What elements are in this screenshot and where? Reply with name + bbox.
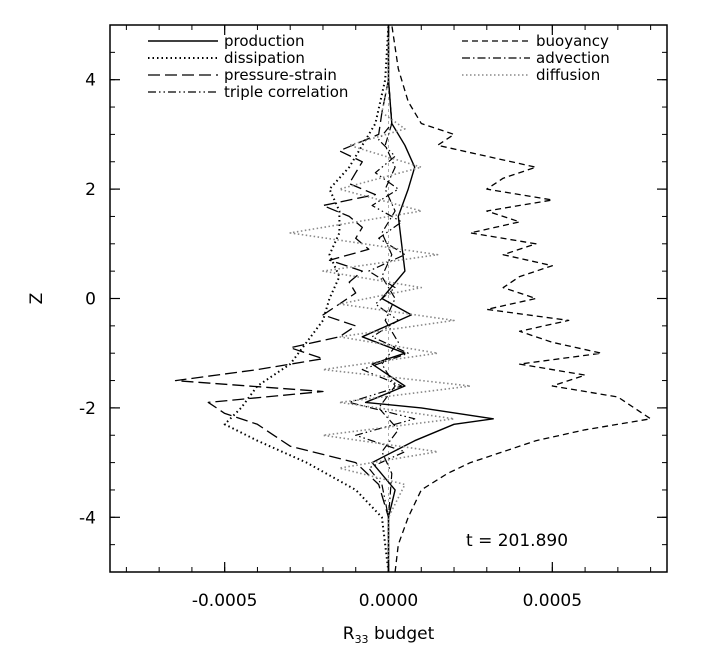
axes: -0.0005 0.0000 0.0005 -4 -2 0 2 4	[79, 24, 667, 611]
series-line-diffusion	[289, 25, 472, 572]
chart-marks	[174, 24, 652, 573]
y-axis-label: Z	[27, 293, 47, 305]
x-axis-label-sub: 33	[355, 633, 369, 646]
x-axis-label-main: R	[343, 624, 355, 644]
y-tick-label: -2	[79, 399, 96, 419]
series-line-buoyancy	[391, 24, 652, 573]
y-tick-label: 0	[85, 290, 96, 310]
legend-label-advection: advection	[536, 49, 610, 67]
y-tick-label: -4	[79, 508, 96, 528]
x-tick-label: 0.0000	[359, 591, 418, 611]
x-axis-label: R33 budget	[343, 624, 435, 646]
y-tick-label: 2	[85, 180, 96, 200]
y-tick-label: 4	[85, 71, 96, 91]
legend-label-diffusion: diffusion	[536, 66, 600, 84]
legend-label-pressure-strain: pressure-strain	[224, 66, 337, 84]
x-tick-label: 0.0005	[523, 591, 582, 611]
legend-label-triple-correlation: triple correlation	[224, 83, 348, 101]
time-annotation: t = 201.890	[466, 531, 568, 551]
series-line-triple-correlation	[348, 25, 416, 572]
x-tick-label: -0.0005	[192, 591, 258, 611]
series-line-production	[361, 25, 494, 572]
legend-label-buoyancy: buoyancy	[536, 32, 609, 50]
series-line-pressure-strain	[174, 25, 390, 572]
legend-label-dissipation: dissipation	[224, 49, 305, 67]
series-line-dissipation	[223, 24, 390, 573]
legend: productiondissipationpressure-straintrip…	[148, 32, 610, 101]
x-axis-label-rest: budget	[369, 624, 435, 644]
legend-label-production: production	[224, 32, 305, 50]
